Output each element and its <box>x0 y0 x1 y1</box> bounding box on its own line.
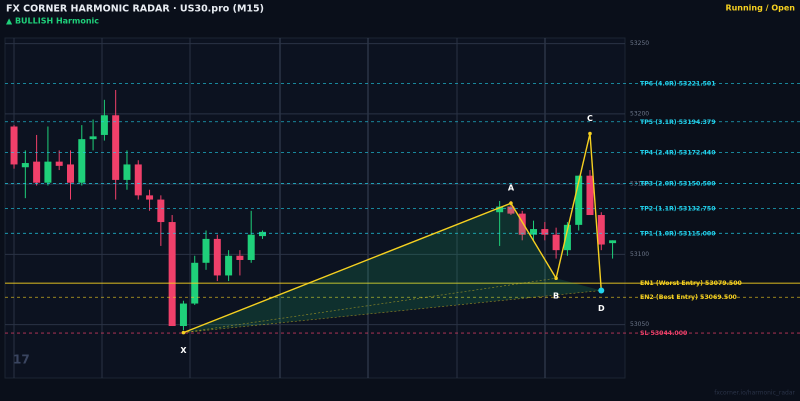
pattern-point-label: A <box>508 184 515 193</box>
pattern-point-label: C <box>587 114 593 123</box>
y-tick-label: 53150 <box>630 181 649 188</box>
pattern-point <box>509 201 513 206</box>
candle-body <box>55 161 63 166</box>
y-tick-label: 53100 <box>630 251 649 258</box>
candle-body <box>21 163 29 168</box>
pattern-guide <box>183 290 602 333</box>
signal: ▲ BULLISH Harmonic <box>6 17 99 26</box>
candle-body <box>134 164 142 196</box>
y-tick-label: 53250 <box>630 40 649 47</box>
candle-body <box>179 303 187 327</box>
candle-body <box>530 229 538 235</box>
level-label: TP2 (1.1R) 53132.750 <box>640 205 716 212</box>
candle-body <box>112 115 120 180</box>
candle-body <box>123 164 131 180</box>
level-label: TP3 (2.0R) 53150.500 <box>640 180 716 187</box>
candle-body <box>552 234 560 251</box>
candle-body <box>78 139 86 183</box>
pattern-fill <box>183 203 602 333</box>
level-label: SL 53044.000 <box>640 330 688 337</box>
candle-body <box>575 175 583 225</box>
level-label: EN1 (Worst Entry) 53079.500 <box>640 280 743 287</box>
candle-body <box>10 126 18 165</box>
candle-body <box>541 229 549 235</box>
pattern-guide <box>183 277 557 333</box>
level-label: TP4 (2.4R) 53172.440 <box>640 150 716 157</box>
y-tick-label: 53050 <box>630 321 649 328</box>
pattern-point <box>554 276 558 281</box>
candle-body <box>563 224 571 251</box>
candle-body <box>258 231 266 237</box>
level-label: TP1 (1.0R) 53115.000 <box>640 230 716 237</box>
candle-body <box>168 222 176 327</box>
pattern-point-label: D <box>598 304 605 313</box>
level-label: TP6 (4.0R) 53221.501 <box>640 81 716 88</box>
candle-body <box>225 255 233 276</box>
candle-body <box>44 161 52 183</box>
level-label: EN2 (Best Entry) 53069.500 <box>640 294 738 301</box>
candle-body <box>507 206 515 214</box>
footer: fxcorner.io/harmonic_radar <box>714 390 795 397</box>
level-label: TP5 (3.1R) 53194.379 <box>640 119 716 126</box>
header-title: FX CORNER HARMONIC RADAR · US30.pro (M15… <box>6 4 264 15</box>
watermark: 17 <box>13 353 30 367</box>
candle-body <box>67 164 75 183</box>
candle-body <box>202 238 210 263</box>
pattern-point <box>588 131 592 136</box>
candle-body <box>33 161 41 183</box>
pattern-point <box>181 330 186 335</box>
candle-body <box>157 199 165 223</box>
candle-body <box>213 238 221 276</box>
candle-body <box>586 175 594 216</box>
pattern-point <box>598 287 605 294</box>
status: Running / Open <box>725 4 795 13</box>
candle-body <box>236 255 244 260</box>
candle-body <box>146 195 154 200</box>
candle-body <box>247 234 255 260</box>
candle-body <box>597 215 605 245</box>
pattern-point-label: X <box>180 346 187 355</box>
candle-body <box>609 240 617 244</box>
y-tick-label: 53200 <box>630 110 649 117</box>
candle-body <box>518 213 526 235</box>
pattern-point-label: B <box>553 292 559 301</box>
candle-body <box>89 136 97 140</box>
candle-body <box>496 206 504 213</box>
candle-body <box>100 115 108 135</box>
